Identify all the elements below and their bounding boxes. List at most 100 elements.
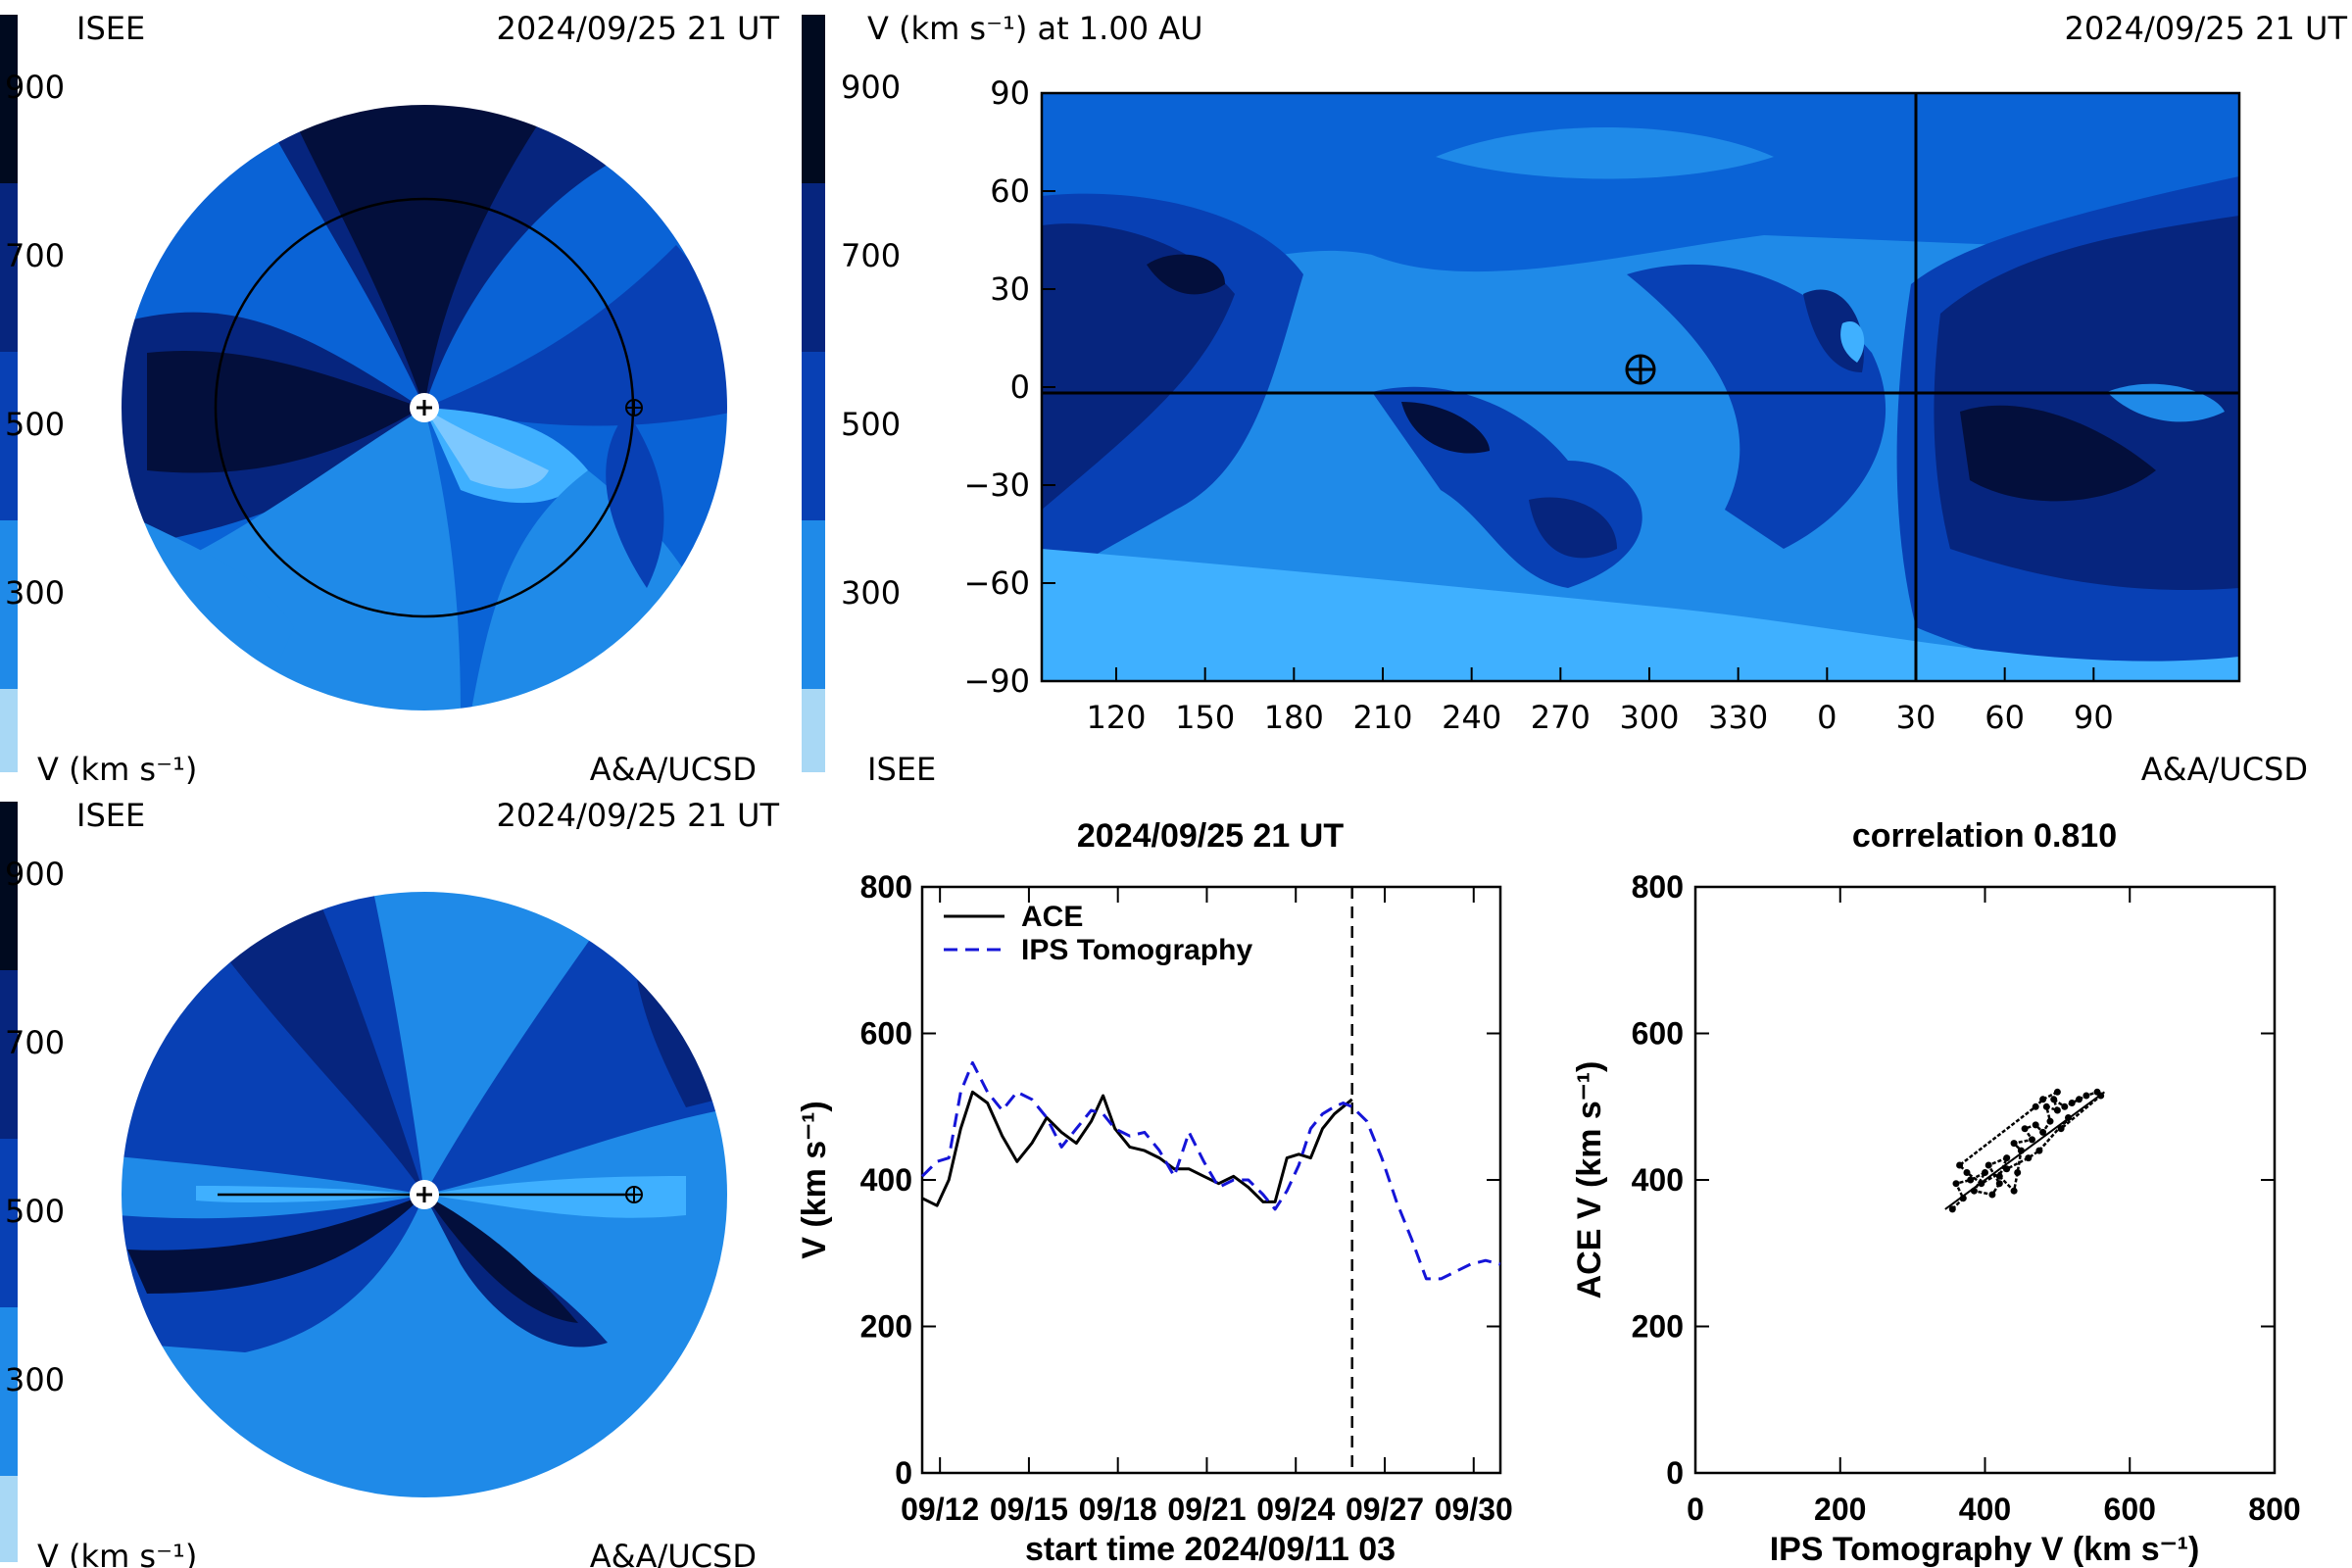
scatter-point xyxy=(1988,1191,1996,1199)
sun-marker xyxy=(410,393,439,422)
meridional-cbar-tick-500: 500 xyxy=(5,1193,65,1230)
meridional-panel: ISEE 2024/09/25 21 UT 900 700 500 300 xyxy=(0,797,779,1568)
synoptic-x-tick-label: 330 xyxy=(1708,699,1768,736)
synoptic-bottom-right: A&A/UCSD xyxy=(2141,751,2308,788)
scatter-point xyxy=(2035,1147,2043,1154)
scatter-point xyxy=(2003,1154,2011,1162)
timeseries-series xyxy=(920,1060,1501,1281)
scatter-trace xyxy=(1951,1090,2103,1210)
scatter-point xyxy=(2025,1154,2033,1162)
synoptic-y-tick-label: −90 xyxy=(963,662,1030,700)
ecliptic-top-left: ISEE xyxy=(76,10,145,47)
scatter-y-tick-label: 600 xyxy=(1632,1016,1684,1052)
legend-ace-label: ACE xyxy=(1021,901,1083,933)
ace-series-line xyxy=(921,1090,1353,1207)
scatter-point xyxy=(2065,1114,2072,1121)
scatter-point xyxy=(2010,1187,2018,1195)
synoptic-contour-map xyxy=(1042,93,2239,681)
timeseries-x-tick-label: 09/21 xyxy=(1167,1492,1246,1527)
ecliptic-cbar-tick-300: 300 xyxy=(5,574,65,612)
scatter-xlabel: IPS Tomography V (km s⁻¹) xyxy=(1770,1531,2200,1568)
timeseries-y-tick-label: 200 xyxy=(860,1309,912,1345)
ecliptic-cbar-tick-900: 900 xyxy=(5,69,65,106)
scatter-point xyxy=(2061,1102,2069,1110)
meridional-cbar-tick-700: 700 xyxy=(5,1024,65,1061)
synoptic-top-left: V (km s⁻¹) at 1.00 AU xyxy=(867,10,1203,47)
synoptic-y-tick-label: −30 xyxy=(963,466,1030,504)
scatter-x-tick-label: 200 xyxy=(1814,1492,1866,1527)
synoptic-top-right: 2024/09/25 21 UT xyxy=(2065,10,2348,47)
timeseries-ticks: 0 200 400 600 800 09/12 09/15 09/18 09/21 09/24 09… xyxy=(860,869,1513,1527)
scatter-point xyxy=(2014,1169,2022,1176)
earth-marker xyxy=(625,1186,643,1203)
synoptic-y-tick-label: −60 xyxy=(963,564,1030,602)
scatter-ylabel: ACE V (km s⁻¹) xyxy=(1571,1061,1608,1299)
synoptic-y-tick-label: 0 xyxy=(1010,368,1030,406)
ips-series-line xyxy=(920,1060,1501,1281)
synoptic-x-tick-label: 120 xyxy=(1086,699,1146,736)
timeseries-x-tick-label: 09/18 xyxy=(1079,1492,1157,1527)
scatter-y-tick-label: 400 xyxy=(1632,1162,1684,1198)
scatter-point xyxy=(1978,1180,1985,1188)
synoptic-x-tick-label: 90 xyxy=(2074,699,2114,736)
synoptic-y-tick-label: 90 xyxy=(990,74,1030,112)
scatter-points xyxy=(1944,1088,2105,1213)
scatter-point xyxy=(2068,1100,2076,1106)
scatter-point xyxy=(2097,1092,2105,1100)
scatter-point xyxy=(2010,1140,2018,1148)
earth-marker xyxy=(1625,354,1656,385)
meridional-colorbar xyxy=(0,802,18,1562)
scatter-point xyxy=(2029,1136,2035,1144)
synoptic-x-tick-label: 150 xyxy=(1175,699,1235,736)
synoptic-colorbar xyxy=(802,15,825,772)
meridional-top-right: 2024/09/25 21 UT xyxy=(497,797,780,834)
synoptic-x-tick-label: 60 xyxy=(1984,699,2025,736)
meridional-bottom-left: V (km s⁻¹) xyxy=(37,1538,197,1568)
scatter-point xyxy=(1995,1172,2003,1180)
ecliptic-bottom-right: A&A/UCSD xyxy=(590,751,757,788)
synoptic-x-tick-label: 210 xyxy=(1352,699,1412,736)
scatter-point xyxy=(2053,1088,2061,1096)
scatter-point xyxy=(2039,1096,2047,1103)
scatter-y-tick-label: 0 xyxy=(1666,1455,1684,1491)
scatter-point xyxy=(2039,1128,2047,1136)
scatter-point xyxy=(2050,1096,2058,1103)
scatter-point xyxy=(1970,1187,1978,1195)
timeseries-y-tick-label: 600 xyxy=(860,1016,912,1052)
meridional-cbar-tick-300: 300 xyxy=(5,1361,65,1398)
scatter-point xyxy=(2076,1096,2082,1103)
scatter-point xyxy=(2021,1125,2029,1133)
scatter-point xyxy=(2042,1102,2050,1110)
scatter-panel: correlation 0.810 0 200 400 600 800 0 200 400 60… xyxy=(1571,817,2301,1568)
scatter-title: correlation 0.810 xyxy=(1852,817,2117,855)
synoptic-x-tick-label: 0 xyxy=(1817,699,1837,736)
scatter-fit-line xyxy=(1944,1091,2105,1210)
ecliptic-panel: ISEE 2024/09/25 21 UT 900 700 500 300 xyxy=(0,10,779,788)
scatter-ticks: 0 200 400 600 800 0 200 400 600 800 xyxy=(1632,869,2301,1527)
scatter-point xyxy=(2057,1125,2065,1133)
scatter-x-tick-label: 0 xyxy=(1687,1492,1704,1527)
ecliptic-colorbar xyxy=(0,15,18,772)
ecliptic-bottom-left: V (km s⁻¹) xyxy=(37,751,197,788)
synoptic-panel: V (km s⁻¹) at 1.00 AU 2024/09/25 21 UT 9… xyxy=(802,10,2347,788)
scatter-point xyxy=(1984,1161,1992,1169)
timeseries-legend: ACE IPS Tomography xyxy=(944,901,1252,966)
scatter-y-tick-label: 800 xyxy=(1632,869,1684,905)
timeseries-ylabel: V (km s⁻¹) xyxy=(796,1101,833,1259)
scatter-point xyxy=(2032,1121,2039,1129)
scatter-point xyxy=(2082,1092,2090,1100)
timeseries-x-tick-label: 09/12 xyxy=(901,1492,979,1527)
scatter-point xyxy=(1948,1205,1956,1213)
scatter-point xyxy=(1963,1169,1971,1176)
timeseries-title: 2024/09/25 21 UT xyxy=(1077,817,1344,855)
scatter-point xyxy=(1982,1169,1988,1176)
synoptic-bottom-left: ISEE xyxy=(867,751,936,788)
synoptic-cbar-tick-900: 900 xyxy=(841,69,901,106)
synoptic-x-tick-label: 180 xyxy=(1264,699,1324,736)
scatter-point xyxy=(2003,1165,2011,1173)
scatter-x-tick-label: 400 xyxy=(1959,1492,2011,1527)
meridional-cbar-tick-900: 900 xyxy=(5,856,65,893)
timeseries-x-tick-label: 09/30 xyxy=(1435,1492,1513,1527)
synoptic-x-tick-label: 240 xyxy=(1442,699,1501,736)
